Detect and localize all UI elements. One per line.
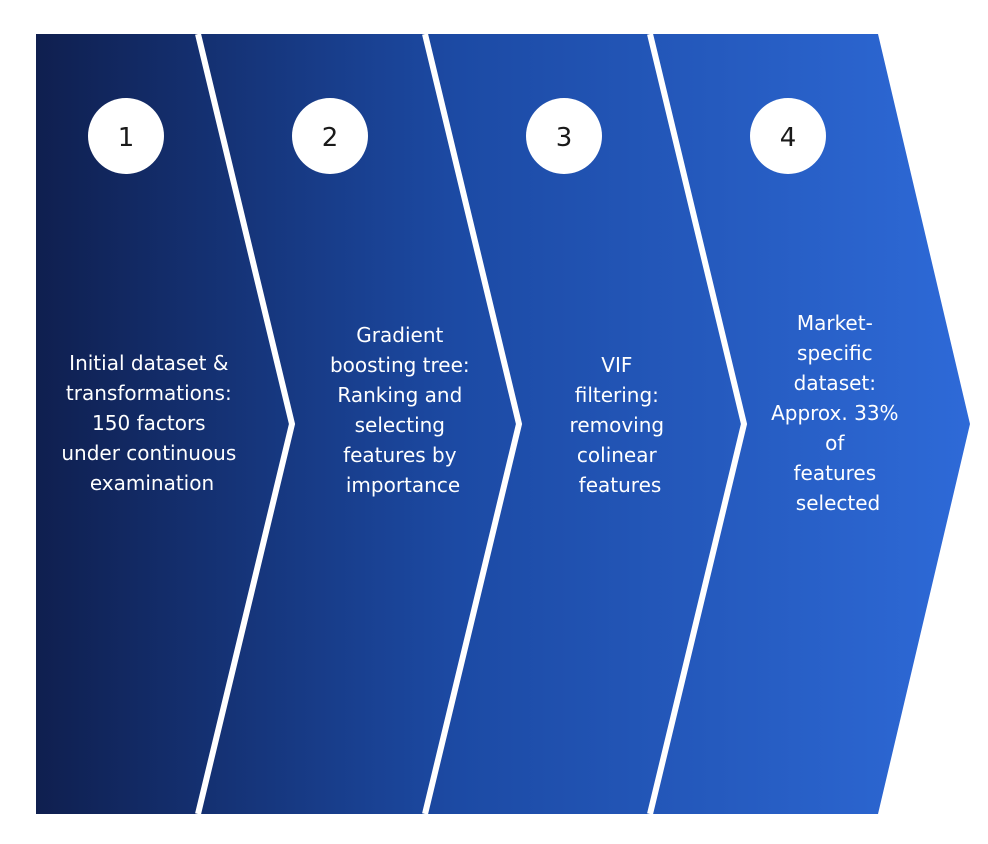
step-4-line-6: features <box>794 461 877 485</box>
step-1-line-4: under continuous <box>61 441 236 465</box>
step-4-line-5: of <box>825 431 845 455</box>
step-4-line-1: Market- <box>797 311 873 335</box>
step-1-line-1: Initial dataset & <box>69 351 228 375</box>
step-2-line-3: Ranking and <box>337 383 462 407</box>
step-2-line-2: boosting tree: <box>330 353 470 377</box>
step-3-line-4: colinear <box>577 443 658 467</box>
step-4-number: 4 <box>780 123 797 153</box>
step-2-line-6: importance <box>346 473 460 497</box>
step-1-line-3: 150 factors <box>92 411 206 435</box>
step-3-line-5: features <box>579 473 662 497</box>
step-1-line-5: examination <box>90 471 214 495</box>
step-4-line-3: dataset: <box>794 371 876 395</box>
step-4-line-2: specific <box>797 341 873 365</box>
step-2-line-4: selecting <box>355 413 445 437</box>
step-4-line-7: selected <box>796 491 880 515</box>
step-3-number: 3 <box>556 123 573 153</box>
step-1-line-2: transformations: <box>66 381 232 405</box>
step-3-line-1: VIF <box>601 353 632 377</box>
step-2-line-1: Gradient <box>356 323 443 347</box>
step-3-line-3: removing <box>570 413 665 437</box>
step-3-line-2: filtering: <box>575 383 659 407</box>
step-2-number: 2 <box>322 123 339 153</box>
step-4-line-4: Approx. 33% <box>771 401 898 425</box>
step-2-line-5: features by <box>343 443 457 467</box>
step-1-number: 1 <box>118 123 135 153</box>
